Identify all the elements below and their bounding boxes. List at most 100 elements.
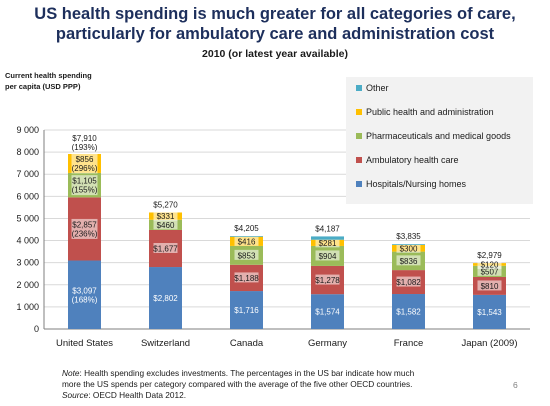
legend-item: Hospitals/Nursing homes — [356, 179, 466, 189]
data-label-bg — [477, 258, 502, 269]
y-axis-label-line-1: Current health spending — [5, 71, 92, 80]
chart-subtitle: 2010 (or latest year available) — [202, 48, 348, 60]
y-tick-label: 0 — [34, 324, 39, 334]
legend-item: Ambulatory health care — [356, 155, 459, 165]
data-label: $904 — [319, 252, 337, 261]
total-label: $4,187 — [315, 224, 340, 233]
y-tick-label: 4 000 — [16, 236, 39, 246]
data-label-bg — [153, 243, 178, 254]
y-tick-label: 8 000 — [16, 147, 39, 157]
note-label: Note — [62, 368, 80, 378]
y-axis-label-line-2: per capita (USD PPP) — [5, 82, 81, 91]
data-label: $853 — [238, 251, 256, 260]
legend-swatch — [356, 85, 362, 91]
bar-segment — [311, 236, 344, 240]
legend-label: Hospitals/Nursing homes — [366, 179, 467, 189]
y-tick-label: 7 000 — [16, 169, 39, 179]
data-label: $460 — [157, 221, 175, 230]
total-label: $5,270 — [153, 200, 178, 209]
data-label-bg — [234, 272, 259, 283]
x-tick-label: United States — [56, 338, 113, 349]
data-label-bg — [153, 210, 178, 221]
data-label-bg — [315, 250, 340, 261]
y-tick-label: 9 000 — [16, 125, 39, 135]
legend-swatch — [356, 109, 362, 115]
data-label: $3,097 — [72, 286, 97, 295]
data-label: $1,582 — [396, 308, 421, 317]
y-tick-label: 3 000 — [16, 258, 39, 268]
data-label-bg — [71, 218, 98, 239]
data-label-bg — [396, 276, 421, 287]
data-label: $281 — [319, 239, 337, 248]
bar-segment — [392, 244, 425, 245]
data-label: $1,716 — [234, 306, 259, 315]
data-label-bg — [315, 237, 340, 248]
note-line-2: more the US spends per category compared… — [62, 379, 413, 389]
data-label-bg — [477, 280, 502, 291]
stacked-bar-chart: 0 1 000 2 000 3 000 4 000 5 000 6 000 7 000 8 00… — [16, 125, 530, 349]
data-label-percent: (168%) — [72, 295, 98, 304]
legend-swatch — [356, 181, 362, 187]
data-label-bg — [477, 265, 502, 276]
footnote: Note: Health spending excludes investmen… — [62, 368, 532, 401]
data-label-percent: (155%) — [72, 186, 98, 195]
x-tick-label: Canada — [230, 338, 264, 349]
x-tick-label: France — [394, 338, 424, 349]
data-label-bg — [315, 274, 340, 285]
bar-segment — [311, 294, 344, 329]
total-label: $7,910 — [72, 134, 97, 143]
title-line-2: particularly for ambulatory care and adm… — [55, 25, 495, 43]
source-line: Source: OECD Health Data 2012. — [62, 390, 532, 401]
note-text-1: : Health spending excludes investments. … — [79, 368, 415, 378]
data-label: $1,188 — [234, 274, 259, 283]
data-label: $300 — [400, 244, 418, 253]
data-label-bg — [234, 249, 259, 260]
data-label: $1,082 — [396, 278, 421, 287]
bar-segment — [230, 236, 263, 237]
y-tick-label: 1 000 — [16, 302, 39, 312]
data-label-bg — [396, 242, 421, 253]
legend-item: Other — [356, 83, 389, 93]
data-label: $810 — [481, 282, 499, 291]
data-label: $836 — [400, 257, 418, 266]
data-label: $1,543 — [477, 308, 502, 317]
total-label: $3,835 — [396, 232, 421, 241]
y-axis-label: Current health spending per capita (USD … — [5, 70, 125, 92]
x-tick-label: Germany — [308, 338, 347, 349]
x-tick-label: Switzerland — [141, 338, 190, 349]
bar-segment — [230, 291, 263, 329]
data-label: $1,105 — [72, 177, 97, 186]
total-label-percent: (193%) — [72, 143, 98, 152]
legend-label: Pharmaceuticals and medical goods — [366, 131, 511, 141]
legend: Other Public health and administration Pha… — [346, 77, 533, 204]
total-label: $4,205 — [234, 224, 259, 233]
data-label-percent: (296%) — [72, 164, 98, 173]
data-label: $1,677 — [153, 245, 178, 254]
legend-item: Public health and administration — [356, 107, 494, 117]
data-label-bg — [71, 153, 98, 174]
data-label-bg — [153, 219, 178, 230]
legend-label: Public health and administration — [366, 107, 494, 117]
data-label: $416 — [238, 237, 256, 246]
bar-segment — [68, 260, 101, 329]
data-label: $331 — [157, 212, 175, 221]
legend-swatch — [356, 157, 362, 163]
data-label-bg — [234, 235, 259, 246]
y-tick-label: 5 000 — [16, 213, 39, 223]
data-label: $507 — [481, 267, 499, 276]
chart-title: US health spending is much greater for a… — [0, 4, 550, 44]
note-line-1: Note: Health spending excludes investmen… — [62, 368, 532, 379]
bar-segment — [149, 267, 182, 329]
data-label-bg — [396, 255, 421, 266]
data-label-bg — [71, 175, 98, 196]
data-label: $1,574 — [315, 308, 340, 317]
legend-label: Ambulatory health care — [366, 155, 459, 165]
y-tick-label: 2 000 — [16, 280, 39, 290]
data-label: $1,278 — [315, 276, 340, 285]
data-label: $120 — [481, 260, 499, 269]
total-label: $2,979 — [477, 251, 502, 260]
legend-swatch — [356, 133, 362, 139]
source-text: : OECD Health Data 2012. — [88, 390, 187, 400]
data-label: $2,802 — [153, 294, 178, 303]
bar-segment — [392, 294, 425, 329]
